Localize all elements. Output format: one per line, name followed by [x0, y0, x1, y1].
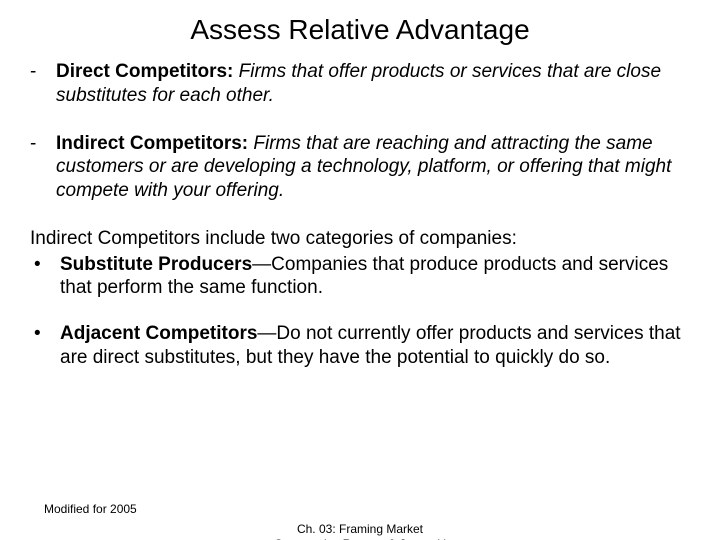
list-item-content: Indirect Competitors: Firms that are rea…	[56, 132, 690, 203]
bullet-content: Substitute Producers—Companies that prod…	[60, 253, 690, 301]
bullet-content: Adjacent Competitors—Do not currently of…	[60, 322, 690, 370]
slide: Assess Relative Advantage - Direct Compe…	[0, 0, 720, 540]
term: Substitute Producers	[60, 254, 252, 275]
bullet-marker: •	[30, 322, 60, 370]
list-item: - Direct Competitors: Firms that offer p…	[30, 60, 690, 108]
bullet-item: • Adjacent Competitors—Do not currently …	[30, 322, 690, 370]
bullet-marker: •	[30, 253, 60, 301]
bullet-item: • Substitute Producers—Companies that pr…	[30, 253, 690, 301]
list-item: - Indirect Competitors: Firms that are r…	[30, 132, 690, 203]
footer-left: Modified for 2005	[44, 502, 137, 516]
dash-marker: -	[30, 132, 56, 203]
list-item-content: Direct Competitors: Firms that offer pro…	[56, 60, 690, 108]
term: Direct Competitors:	[56, 61, 233, 82]
term: Adjacent Competitors	[60, 323, 257, 344]
term: Indirect Competitors:	[56, 133, 248, 154]
dash-marker: -	[30, 60, 56, 108]
slide-title: Assess Relative Advantage	[30, 14, 690, 46]
intro-text: Indirect Competitors include two categor…	[30, 227, 690, 251]
footer-center-line1: Ch. 03: Framing Market	[297, 522, 423, 536]
footer-center: Ch. 03: Framing Market Opportunity: Rayp…	[0, 522, 720, 540]
